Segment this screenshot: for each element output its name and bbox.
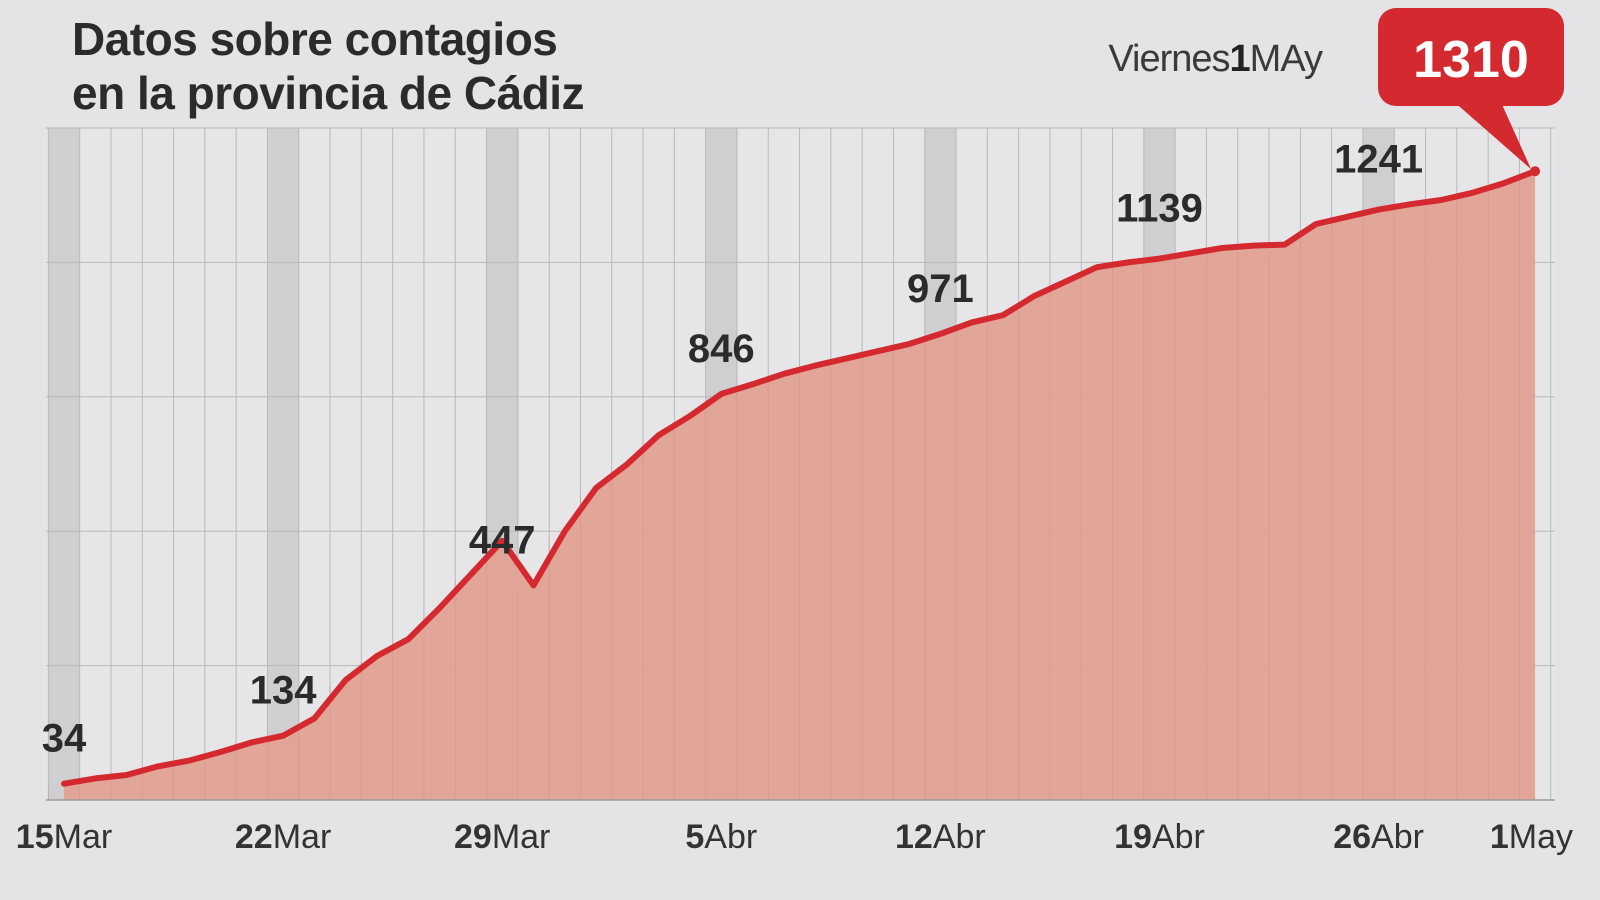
- x-tick-label: 19Abr: [1114, 818, 1205, 856]
- x-tick-day: 15: [16, 818, 54, 856]
- date-note-weekday: Viernes: [1108, 38, 1230, 80]
- x-tick-day: 19: [1114, 818, 1152, 856]
- x-tick-label: 12Abr: [895, 818, 986, 856]
- data-label: 34: [42, 717, 87, 761]
- week-band: [48, 128, 80, 800]
- callout-label: 1310: [1413, 31, 1529, 89]
- date-note-day: 1: [1229, 38, 1251, 80]
- x-tick-month: May: [1509, 818, 1573, 856]
- series-line: [61, 168, 1539, 787]
- data-label: 846: [688, 327, 755, 371]
- x-tick-label: 15Mar: [16, 818, 112, 856]
- x-tick-day: 5: [685, 818, 704, 856]
- x-tick-day: 22: [235, 818, 273, 856]
- callout-box: [1378, 8, 1564, 106]
- x-tick-month: Mar: [54, 818, 113, 856]
- x-tick-label: 5Abr: [685, 818, 757, 856]
- chart-title: Datos sobre contagios en la provincia de…: [72, 12, 585, 120]
- x-tick-month: Abr: [933, 818, 986, 856]
- x-tick-month: Mar: [492, 818, 551, 856]
- x-tick-label: 1May: [1490, 818, 1573, 856]
- data-label: 447: [469, 518, 536, 562]
- data-label: 1139: [1116, 186, 1203, 230]
- callout-point: [1530, 166, 1541, 177]
- x-tick-day: 12: [895, 818, 933, 856]
- date-note: Viernes1MAy: [1108, 38, 1323, 81]
- data-label: 134: [250, 669, 317, 713]
- x-tick-month: Mar: [273, 818, 332, 856]
- x-tick-month: Abr: [1371, 818, 1424, 856]
- x-tick-month: Abr: [704, 818, 757, 856]
- x-tick-label: 26Abr: [1333, 818, 1424, 856]
- x-tick-day: 29: [454, 818, 492, 856]
- chart-title-line-2: en la provincia de Cádiz: [72, 67, 585, 119]
- date-note-month: MAy: [1249, 38, 1323, 80]
- chart-title-line-1: Datos sobre contagios: [72, 13, 558, 65]
- x-tick-label: 22Mar: [235, 818, 331, 856]
- callout-pointer: [1452, 100, 1532, 170]
- week-band: [267, 128, 300, 800]
- x-tick-day: 1: [1490, 818, 1509, 856]
- data-label: 1241: [1334, 137, 1423, 181]
- x-tick-month: Abr: [1152, 818, 1205, 856]
- data-label: 971: [907, 267, 974, 311]
- x-tick-label: 29Mar: [454, 818, 550, 856]
- x-tick-day: 26: [1333, 818, 1371, 856]
